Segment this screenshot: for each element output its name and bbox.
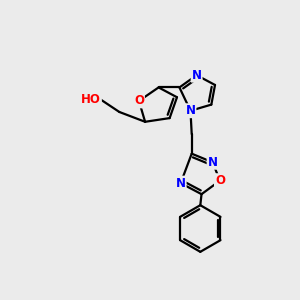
Text: N: N [208, 156, 218, 169]
Text: N: N [192, 69, 202, 82]
Text: O: O [215, 174, 225, 187]
Text: HO: HO [81, 93, 101, 106]
Text: N: N [176, 177, 186, 190]
Text: O: O [134, 94, 144, 107]
Text: N: N [185, 104, 196, 117]
